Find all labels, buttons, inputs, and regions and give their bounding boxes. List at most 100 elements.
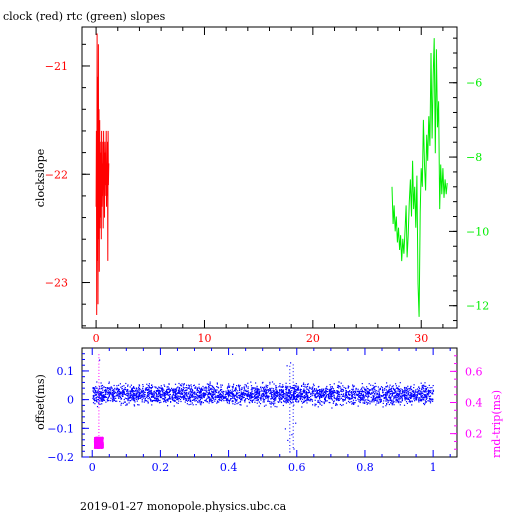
- offset-point: [211, 402, 213, 404]
- offset-point: [424, 394, 426, 396]
- offset-point: [256, 391, 258, 394]
- offset-point: [301, 402, 304, 404]
- offset-point: [345, 393, 347, 395]
- offset-point: [218, 391, 220, 393]
- offset-point: [192, 404, 194, 406]
- offset-point: [332, 391, 335, 393]
- offset-point: [196, 388, 198, 391]
- offset-point: [377, 396, 379, 398]
- offset-point: [294, 392, 296, 395]
- offset-point: [129, 400, 131, 402]
- offset-point: [191, 390, 193, 392]
- offset-point: [408, 401, 410, 403]
- offset-point: [250, 394, 252, 397]
- offset-point: [423, 387, 425, 390]
- offset-point: [372, 391, 374, 393]
- offset-point: [294, 392, 296, 394]
- offset-point: [207, 388, 210, 390]
- offset-point: [329, 395, 331, 397]
- offset-point: [209, 383, 211, 385]
- offset-point: [393, 404, 395, 406]
- offset-point: [380, 398, 382, 401]
- offset-point: [211, 399, 213, 402]
- offset-point: [322, 388, 325, 390]
- offset-point: [360, 399, 363, 401]
- offset-point: [269, 389, 271, 391]
- offset-point: [282, 404, 284, 407]
- roundtrip-point: [97, 440, 100, 442]
- offset-point: [166, 391, 168, 393]
- offset-point: [200, 387, 203, 389]
- offset-point: [183, 398, 185, 400]
- offset-point: [381, 395, 383, 398]
- offset-point: [362, 394, 364, 396]
- offset-point: [243, 386, 245, 388]
- offset-point: [252, 388, 254, 390]
- offset-point: [297, 388, 300, 390]
- offset-point: [368, 395, 370, 397]
- offset-point: [137, 392, 139, 394]
- offset-point: [290, 387, 292, 389]
- offset-point: [345, 396, 347, 398]
- offset-point: [361, 391, 363, 393]
- offset-point: [348, 398, 350, 401]
- offset-point: [398, 390, 400, 392]
- offset-point: [213, 391, 215, 393]
- offset-point: [131, 398, 133, 400]
- offset-point: [192, 395, 194, 397]
- offset-point: [127, 384, 129, 386]
- offset-point: [378, 390, 380, 392]
- offset-point: [331, 391, 333, 393]
- offset-point: [173, 389, 175, 391]
- offset-point: [432, 385, 434, 387]
- offset-point: [96, 387, 98, 389]
- roundtrip-point: [94, 443, 97, 445]
- offset-point: [200, 389, 202, 391]
- offset-point: [404, 398, 406, 400]
- offset-point: [267, 396, 269, 398]
- offset-point: [329, 388, 331, 390]
- offset-point: [317, 389, 319, 391]
- offset-point: [276, 395, 279, 397]
- offset-point: [151, 400, 153, 403]
- offset-point: [391, 399, 393, 401]
- offset-point: [127, 392, 129, 394]
- offset-point: [110, 386, 112, 388]
- offset-point: [359, 394, 361, 396]
- offset-point: [359, 396, 362, 398]
- offset-point: [322, 401, 324, 403]
- offset-point: [190, 401, 192, 403]
- offset-point: [216, 389, 218, 391]
- offset-point: [167, 393, 169, 396]
- offset-point: [374, 399, 376, 401]
- offset-point: [216, 383, 218, 385]
- offset-streak-point: [292, 405, 294, 407]
- offset-point: [139, 393, 141, 395]
- offset-point: [412, 396, 414, 398]
- offset-point: [325, 395, 327, 397]
- offset-point: [253, 393, 255, 395]
- offset-point: [199, 391, 201, 393]
- offset-point: [120, 398, 122, 400]
- offset-point: [409, 396, 411, 399]
- offset-point: [226, 393, 228, 395]
- offset-point: [368, 390, 370, 392]
- offset-point: [279, 400, 281, 402]
- offset-point: [275, 399, 277, 401]
- offset-point: [114, 387, 116, 389]
- offset-point: [227, 386, 229, 388]
- offset-point: [329, 402, 331, 404]
- offset-point: [95, 394, 97, 396]
- offset-point: [233, 394, 235, 396]
- offset-point: [138, 386, 140, 388]
- offset-point: [144, 394, 146, 396]
- offset-point: [413, 393, 415, 395]
- offset-point: [204, 399, 206, 402]
- offset-point: [301, 393, 303, 395]
- roundtrip-right-tick-label: 0.4: [465, 397, 483, 410]
- offset-streak-point: [289, 445, 291, 446]
- offset-point: [314, 393, 316, 395]
- offset-point: [295, 386, 297, 388]
- offset-point: [375, 397, 377, 399]
- offset-point: [355, 391, 357, 394]
